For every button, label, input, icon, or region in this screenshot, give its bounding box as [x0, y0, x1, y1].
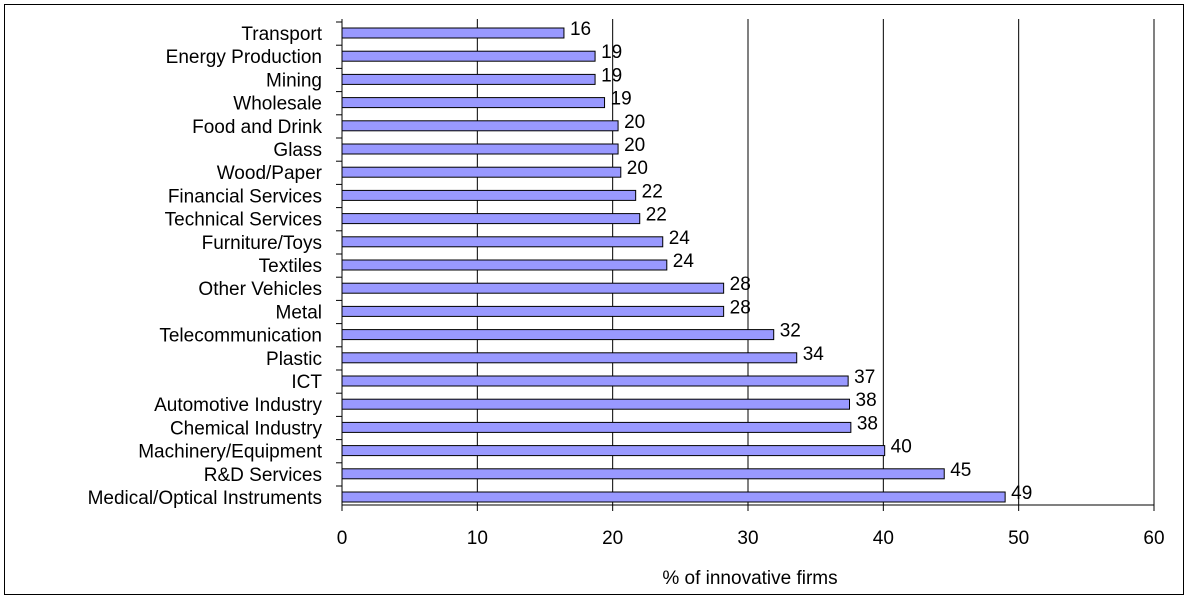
- x-axis-title: % of innovative firms: [662, 568, 837, 589]
- data-label: 22: [642, 181, 663, 202]
- bar: [341, 282, 725, 294]
- data-label: 37: [854, 367, 875, 388]
- data-label: 20: [627, 158, 648, 179]
- x-tick-label: 20: [602, 528, 623, 549]
- data-label: 28: [730, 297, 751, 318]
- x-tick-labels: 0 10 20 30 40 50 60: [337, 528, 1165, 549]
- bar: [341, 421, 852, 433]
- bar: [341, 73, 596, 85]
- data-label: 20: [624, 112, 645, 133]
- data-label: 22: [646, 205, 667, 226]
- bar: [341, 468, 945, 480]
- data-label: 28: [730, 274, 751, 295]
- category-label: Telecommunication: [159, 326, 322, 347]
- data-label: 49: [1011, 483, 1032, 504]
- bar: [341, 259, 668, 271]
- category-label: Automotive Industry: [154, 395, 322, 416]
- category-label: Wood/Paper: [217, 163, 323, 184]
- bar: [341, 236, 664, 248]
- category-label: Plastic: [266, 349, 322, 370]
- category-label: Medical/Optical Instruments: [88, 488, 322, 509]
- bar: [341, 120, 619, 132]
- category-label: Machinery/Equipment: [138, 442, 322, 463]
- data-label: 32: [780, 321, 801, 342]
- bar: [341, 491, 1006, 503]
- bar: [341, 143, 619, 155]
- data-label: 38: [857, 413, 878, 434]
- data-label: 19: [611, 89, 632, 110]
- data-label: 19: [601, 42, 622, 63]
- data-labels: 1619191920202022222424282832343738384045…: [570, 19, 1032, 504]
- data-label: 34: [803, 344, 825, 365]
- bar: [341, 398, 850, 410]
- bar: [341, 445, 886, 457]
- category-label: Transport: [241, 24, 322, 45]
- data-label: 19: [601, 65, 622, 86]
- category-label: R&D Services: [204, 465, 322, 486]
- data-label: 24: [673, 251, 695, 272]
- category-label: Glass: [273, 140, 322, 161]
- category-label: Chemical Industry: [170, 418, 323, 439]
- x-tick-label: 40: [873, 528, 894, 549]
- data-label: 40: [891, 437, 912, 458]
- bar: [341, 166, 622, 178]
- bar: [341, 50, 596, 62]
- category-label: Wholesale: [233, 94, 322, 115]
- category-label: Mining: [266, 70, 322, 91]
- bars: [341, 27, 1006, 503]
- category-label: Technical Services: [165, 210, 322, 231]
- bar: [341, 352, 798, 364]
- category-label: Financial Services: [168, 186, 322, 207]
- data-label: 24: [669, 228, 691, 249]
- x-tick-label: 50: [1008, 528, 1029, 549]
- bar: [341, 27, 565, 39]
- category-label: Textiles: [259, 256, 322, 277]
- category-label: Metal: [276, 302, 322, 323]
- bar: [341, 305, 725, 317]
- bar: [341, 329, 775, 341]
- category-label: Other Vehicles: [198, 279, 322, 300]
- category-label: Energy Production: [166, 47, 322, 68]
- category-label: Furniture/Toys: [202, 233, 322, 254]
- chart-frame: Transport Energy Production Mining Wholesal…: [4, 4, 1184, 595]
- axes: [341, 19, 1154, 506]
- category-label: Food and Drink: [192, 117, 322, 138]
- category-label: ICT: [291, 372, 322, 393]
- data-label: 16: [570, 19, 591, 40]
- data-label: 20: [624, 135, 645, 156]
- data-label: 38: [856, 390, 877, 411]
- bar: [341, 97, 606, 109]
- x-tick-label: 0: [337, 528, 348, 549]
- data-label: 45: [950, 460, 971, 481]
- x-tick-label: 60: [1143, 528, 1164, 549]
- bar: [341, 375, 849, 387]
- bar: [341, 213, 641, 225]
- bar: [341, 189, 637, 201]
- x-tick-label: 10: [467, 528, 488, 549]
- x-tick-label: 30: [737, 528, 758, 549]
